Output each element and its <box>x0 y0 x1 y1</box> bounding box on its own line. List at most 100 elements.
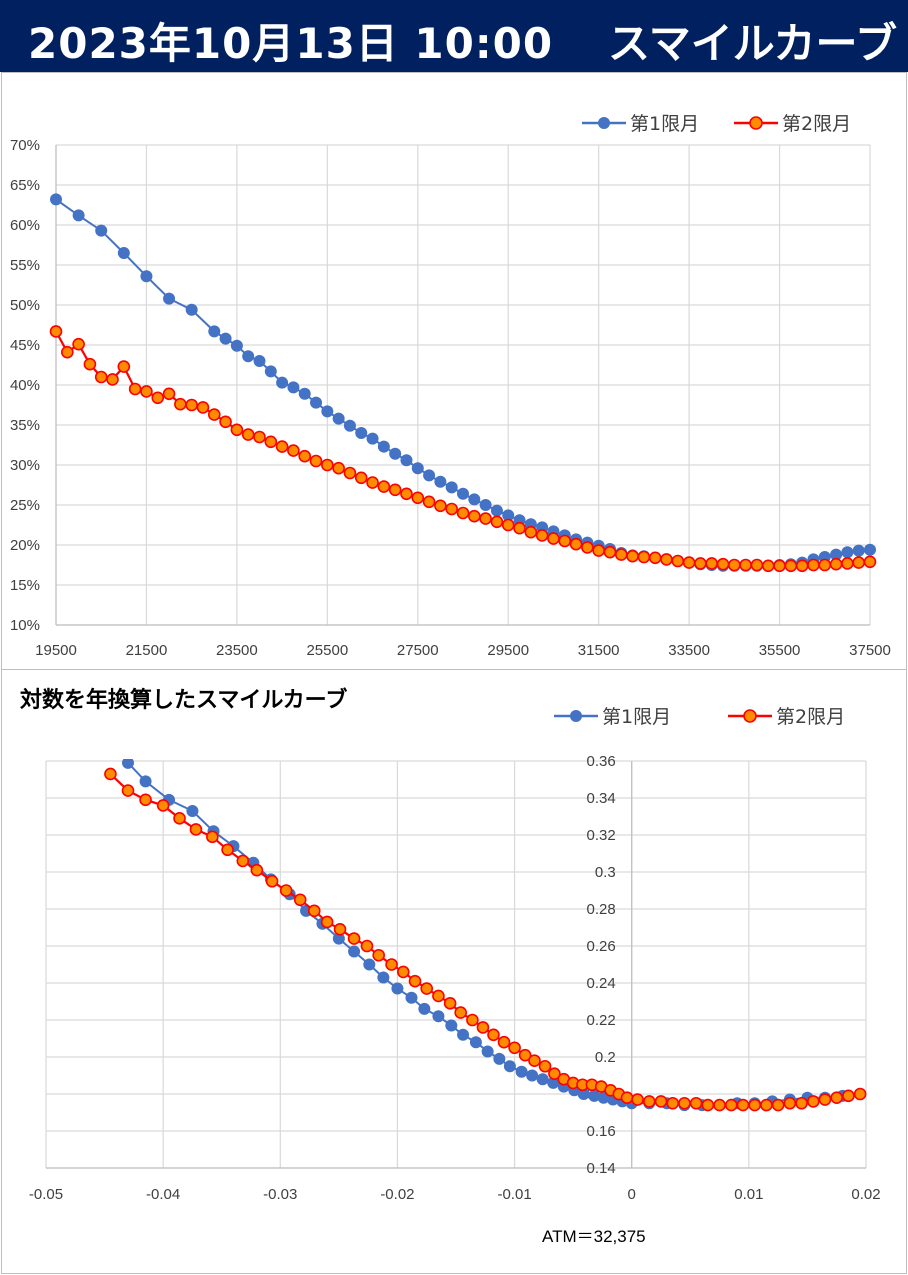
x-tick-label: 31500 <box>578 642 620 659</box>
data-point <box>360 939 374 953</box>
x-tick-label: 0.02 <box>851 1186 880 1203</box>
data-point <box>513 521 526 535</box>
data-point <box>391 982 404 995</box>
data-point <box>408 974 422 988</box>
data-point <box>162 387 176 401</box>
data-point <box>219 332 232 345</box>
data-point <box>310 396 323 409</box>
data-point <box>185 398 198 412</box>
data-point <box>106 373 119 386</box>
data-point <box>287 381 300 394</box>
y-tick-label: 0.32 <box>587 827 616 844</box>
data-point <box>479 512 492 525</box>
x-tick-label: 0 <box>628 1186 636 1203</box>
data-point <box>139 775 152 788</box>
data-point <box>432 989 445 1003</box>
y-tick-label: 0.22 <box>587 1012 616 1029</box>
data-point <box>400 454 413 467</box>
data-point <box>526 1069 539 1082</box>
data-point <box>637 550 651 564</box>
data-point <box>432 1010 445 1023</box>
data-point <box>388 483 402 497</box>
data-point <box>140 385 153 398</box>
data-point <box>497 1035 511 1049</box>
data-point <box>206 830 219 844</box>
y-tick-label: 70% <box>10 137 40 154</box>
data-point <box>396 965 410 979</box>
data-point <box>307 904 321 918</box>
data-point <box>476 1021 490 1034</box>
data-point <box>104 767 117 781</box>
data-point <box>457 1028 470 1041</box>
legend-label: 第2限月 <box>782 113 851 135</box>
data-point <box>490 515 504 529</box>
data-point <box>174 397 187 411</box>
data-point <box>333 923 347 936</box>
x-tick-label: -0.03 <box>263 1186 297 1203</box>
data-point <box>423 469 436 482</box>
legend-label: 第2限月 <box>776 706 845 728</box>
data-point <box>321 458 334 472</box>
data-point <box>487 1028 500 1042</box>
x-tick-label: 23500 <box>216 642 258 659</box>
x-tick-label: 0.01 <box>734 1186 763 1203</box>
data-point <box>377 480 391 493</box>
legend-marker <box>598 117 610 129</box>
data-point <box>95 224 108 237</box>
data-point <box>648 551 662 565</box>
x-tick-label: -0.02 <box>380 1186 414 1203</box>
data-point <box>420 982 434 995</box>
x-tick-label: -0.05 <box>29 1186 63 1203</box>
data-point <box>128 382 142 396</box>
data-point <box>457 487 469 500</box>
data-point <box>694 557 707 570</box>
legend-marker <box>570 710 582 722</box>
data-point <box>864 543 876 556</box>
data-point <box>558 534 572 548</box>
y-tick-label: 55% <box>10 257 40 274</box>
data-point <box>366 476 379 489</box>
data-point <box>230 423 244 437</box>
y-tick-label: 0.36 <box>587 753 616 770</box>
data-point <box>140 270 153 283</box>
data-point <box>242 350 255 363</box>
data-point <box>366 432 379 445</box>
data-point <box>355 427 368 439</box>
data-point <box>863 555 877 569</box>
y-tick-label: 0.24 <box>587 975 616 992</box>
data-point <box>678 1096 691 1110</box>
data-point <box>400 487 413 501</box>
y-tick-label: 65% <box>10 177 40 194</box>
data-point <box>728 558 741 572</box>
data-point <box>518 1048 532 1062</box>
data-point <box>660 553 673 566</box>
data-point <box>481 1045 494 1058</box>
data-point <box>716 557 730 571</box>
data-point <box>343 466 357 480</box>
data-point <box>298 449 312 463</box>
data-point <box>490 504 503 517</box>
data-point <box>547 532 560 545</box>
data-point <box>538 1059 552 1073</box>
data-point <box>363 958 376 971</box>
data-point <box>508 1041 521 1055</box>
data-point <box>207 408 221 421</box>
data-point <box>61 345 74 359</box>
data-point <box>468 509 481 523</box>
y-tick-label: 50% <box>10 297 40 314</box>
data-point <box>456 506 470 520</box>
data-point <box>156 799 170 812</box>
plot-area <box>104 759 867 1112</box>
data-point <box>548 1067 561 1080</box>
data-point <box>515 1065 528 1078</box>
y-tick-label: 25% <box>10 497 40 514</box>
data-point <box>626 549 639 563</box>
data-point <box>592 544 605 557</box>
data-point <box>309 454 323 468</box>
data-point <box>841 546 854 559</box>
data-point <box>795 559 809 573</box>
log-smile-curve-chart: -0.05 -0.04 -0.03 -0.02 -0.01 0 0.01 0.02 0.14 0.… <box>20 687 881 1246</box>
y-tick-label: 10% <box>10 617 40 634</box>
data-point <box>264 365 277 378</box>
x-tick-label: -0.04 <box>146 1186 180 1203</box>
